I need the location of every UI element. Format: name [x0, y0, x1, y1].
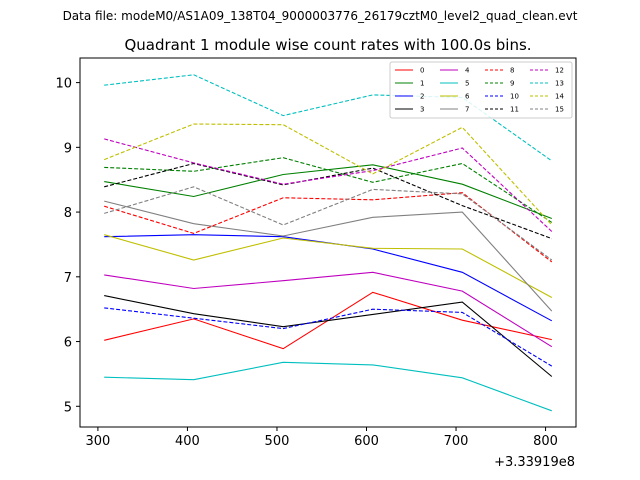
- series-line-3: [104, 295, 553, 377]
- legend-label-6: 6: [465, 93, 470, 101]
- legend-label-3: 3: [420, 106, 424, 114]
- series-line-10: [104, 307, 553, 367]
- series-line-15: [104, 186, 553, 261]
- legend-label-14: 14: [555, 93, 564, 101]
- series-line-1: [104, 164, 552, 220]
- legend-label-11: 11: [510, 106, 519, 114]
- legend-label-7: 7: [465, 106, 469, 114]
- legend-label-8: 8: [510, 67, 514, 75]
- series-line-13: [104, 74, 553, 162]
- x-tick-label: 600: [354, 434, 379, 449]
- series-line-6: [104, 234, 553, 298]
- y-tick-label: 9: [64, 141, 72, 156]
- series-line-9: [104, 157, 553, 223]
- series-line-14: [103, 123, 553, 226]
- series-line-8: [104, 192, 553, 263]
- x-tick-label: 800: [533, 434, 558, 449]
- legend-box: [389, 61, 573, 119]
- series-line-7: [104, 200, 553, 312]
- x-tick-label: 700: [444, 434, 469, 449]
- legend-label-4: 4: [465, 67, 470, 75]
- legend-label-10: 10: [510, 93, 519, 101]
- y-tick-label: 5: [64, 400, 72, 415]
- figure-suptitle: Data file: modeM0/AS1A09_138T04_90000037…: [63, 9, 578, 23]
- legend-label-0: 0: [420, 67, 424, 75]
- plot-area: 300 400 500 600 700 8005678910012345678910111…: [55, 57, 577, 449]
- chart-title: Quadrant 1 module wise count rates with …: [124, 36, 531, 54]
- legend-label-1: 1: [420, 80, 424, 88]
- axes-frame: [79, 57, 577, 428]
- series-line-5: [104, 361, 552, 412]
- series-line-12: [104, 138, 553, 232]
- x-tick-label: 300: [85, 434, 110, 449]
- x-tick-label: 400: [175, 434, 200, 449]
- series-line-4: [104, 271, 553, 348]
- x-axis-offset-label: +3.33919e8: [494, 455, 575, 470]
- y-tick-label: 6: [64, 336, 72, 351]
- legend-label-5: 5: [465, 80, 469, 88]
- series-line-11: [104, 162, 552, 240]
- legend-label-15: 15: [555, 106, 564, 114]
- legend-label-13: 13: [555, 80, 564, 88]
- x-tick-label: 500: [265, 434, 290, 449]
- series-line-2: [104, 234, 553, 322]
- y-tick-label: 7: [64, 271, 72, 286]
- legend-label-2: 2: [420, 93, 424, 101]
- legend-label-12: 12: [555, 67, 564, 75]
- y-tick-label: 8: [64, 206, 72, 221]
- legend-label-9: 9: [510, 80, 514, 88]
- y-tick-label: 10: [55, 77, 72, 92]
